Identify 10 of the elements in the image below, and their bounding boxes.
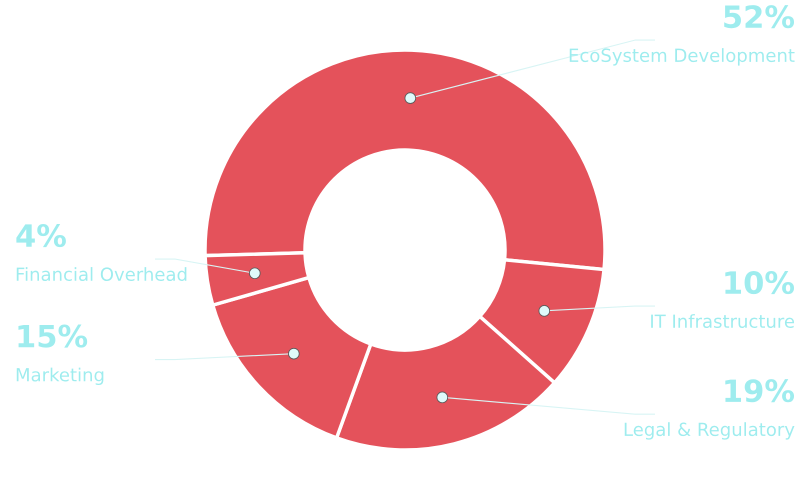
slice-label: EcoSystem Development [570, 48, 795, 66]
data-label: 15% [18, 324, 88, 348]
slice-label: Legal & Regulatory [624, 422, 794, 440]
slice-label: Financial Overhead [16, 267, 186, 282]
slice-label: IT Infrastructure [651, 314, 794, 328]
slice-label: Marketing [16, 368, 104, 386]
data-label: 4% [16, 224, 66, 248]
data-label: 10% [725, 271, 794, 294]
data-label: 19% [725, 379, 794, 402]
data-label: 52% [724, 5, 794, 28]
